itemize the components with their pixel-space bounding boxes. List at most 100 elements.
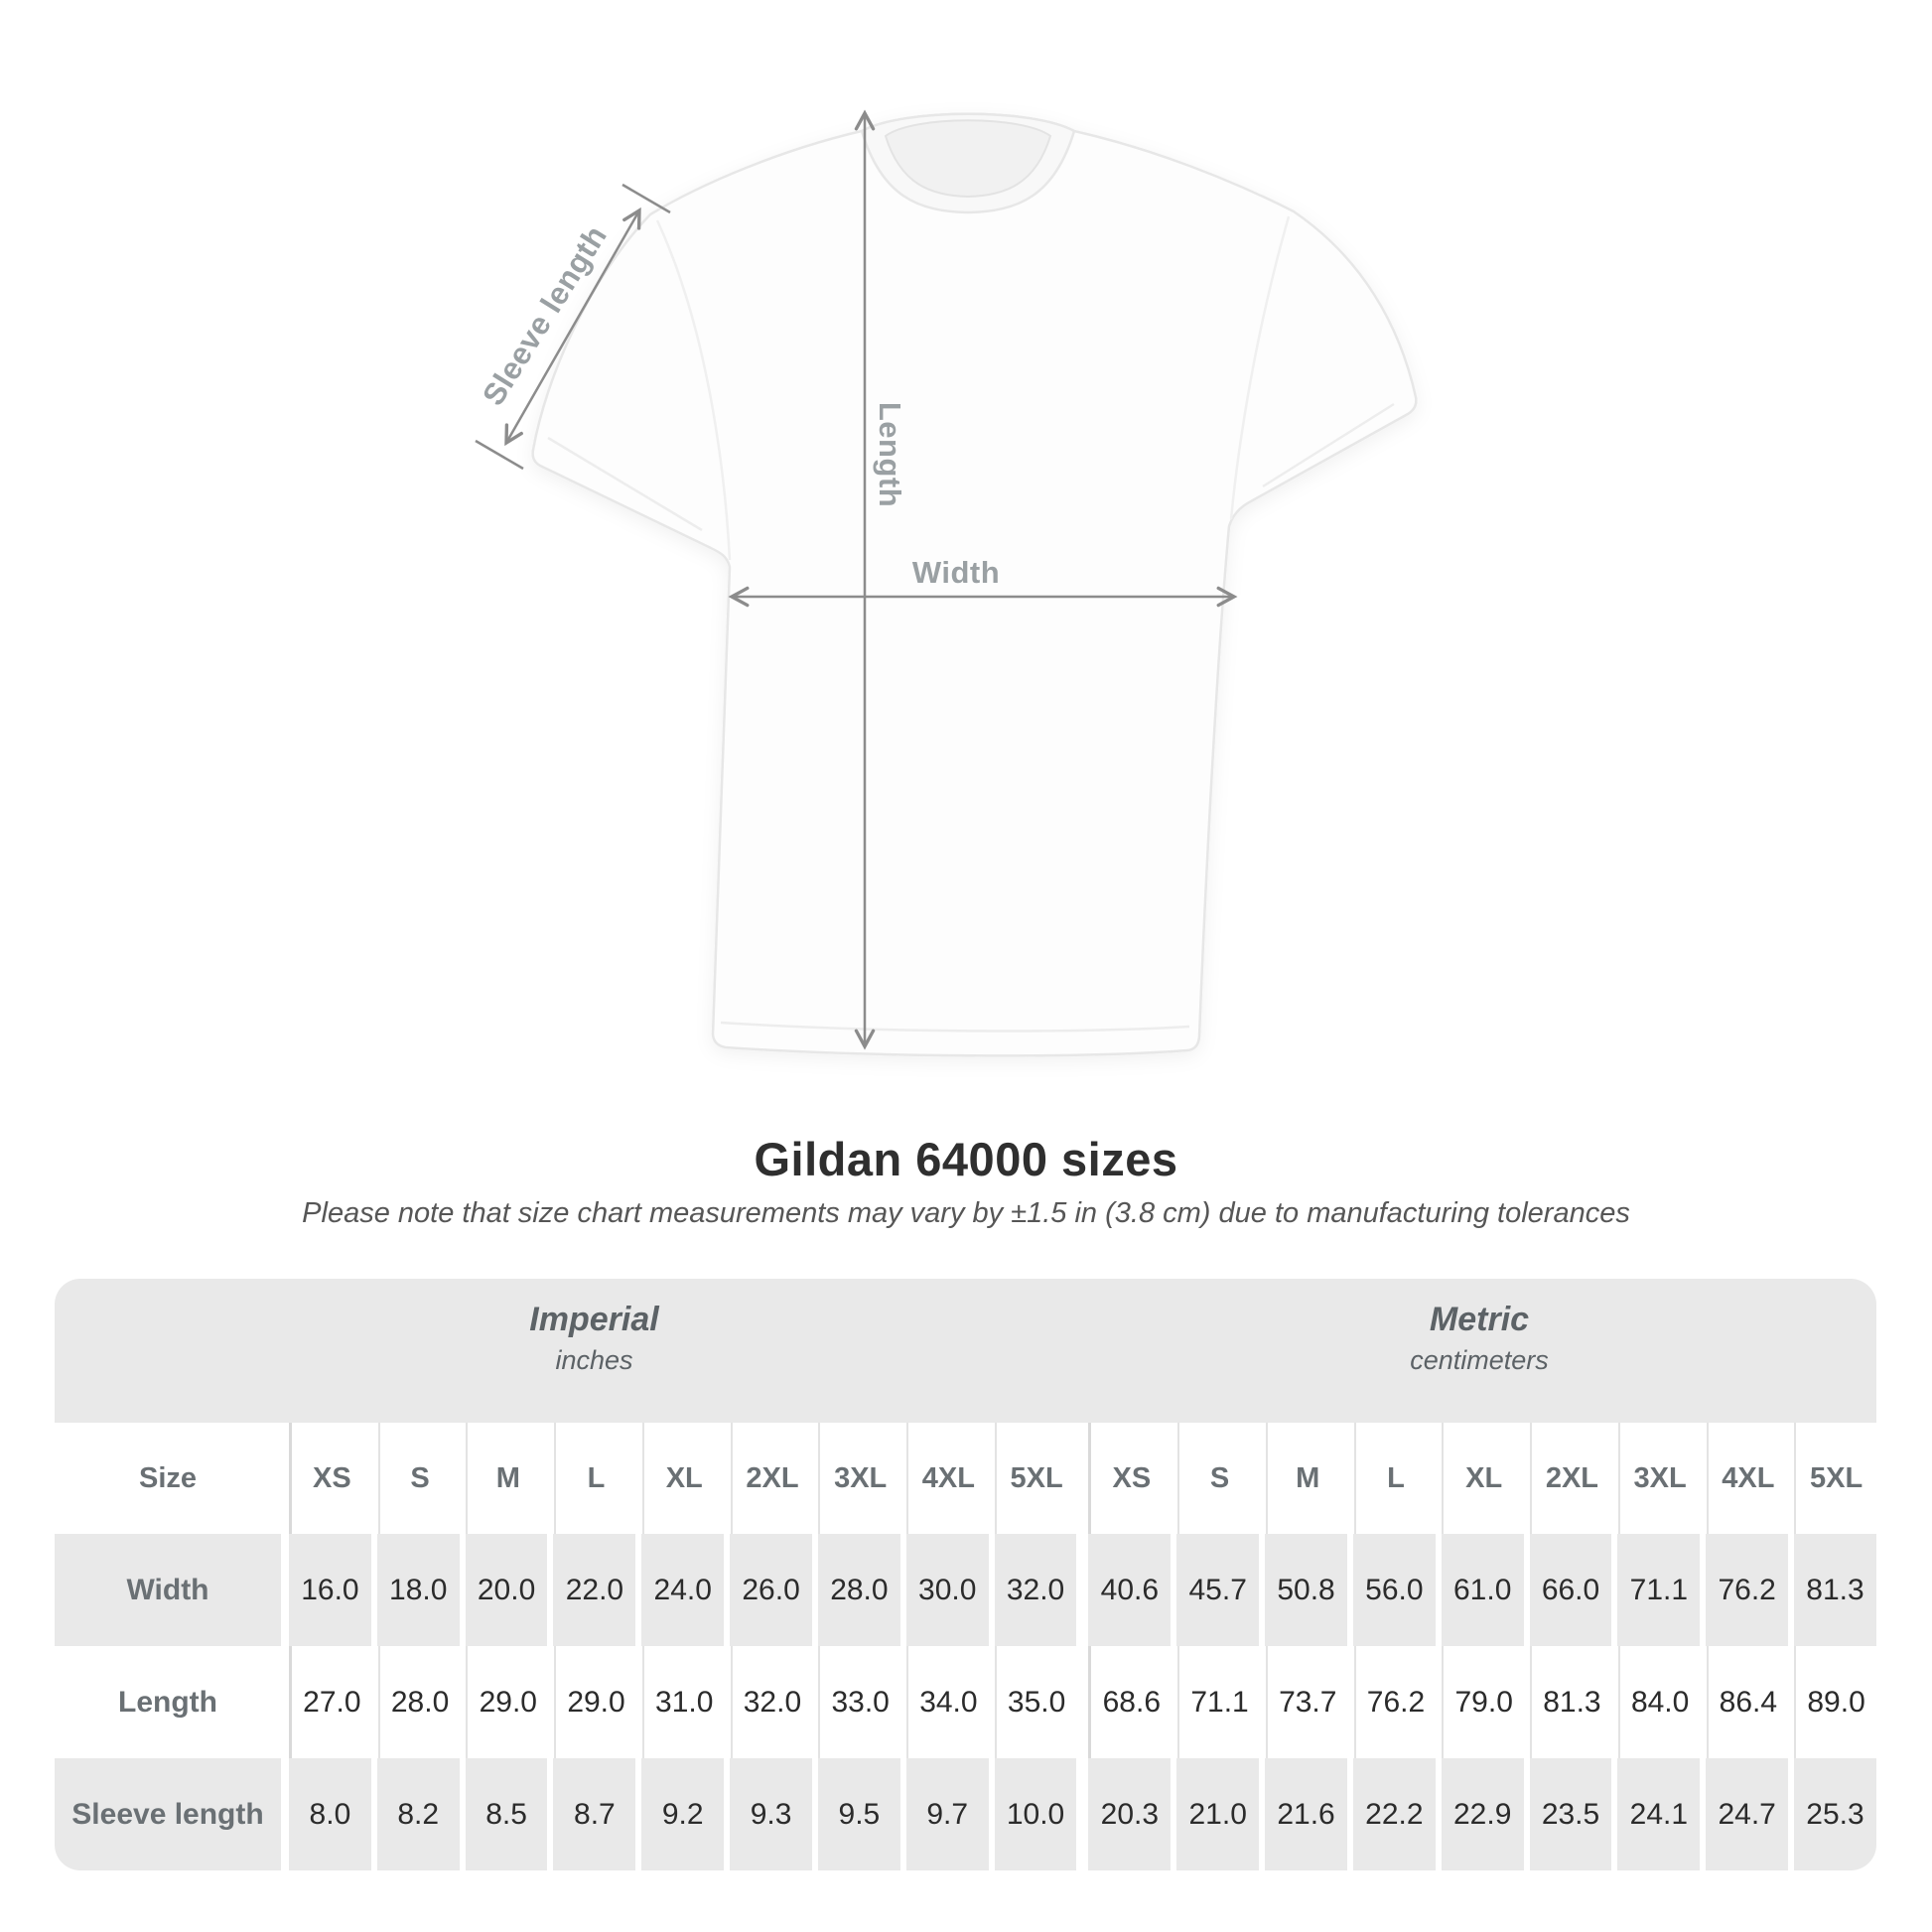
sleeve-length-row: Sleeve length 8.0 8.2 8.5 8.7 9.2 9.3 9.… [55, 1758, 1876, 1870]
size-col-header: 3XL [818, 1423, 900, 1534]
width-metric-value: 81.3 [1794, 1534, 1876, 1646]
size-col-header: L [554, 1423, 636, 1534]
size-col-header: M [466, 1423, 548, 1534]
sleeve-imperial-value: 8.0 [289, 1758, 371, 1870]
length-imperial-value: 28.0 [377, 1646, 461, 1758]
size-col-header: 4XL [1706, 1423, 1789, 1534]
sleeve-imperial-value: 8.5 [465, 1758, 548, 1870]
length-metric-value: 86.4 [1706, 1646, 1789, 1758]
length-imperial-value: 32.0 [730, 1646, 813, 1758]
sleeve-hem-stitch-left [547, 436, 703, 532]
size-header-row: Size XS S M L XL 2XL 3XL 4XL 5XL XS S M … [55, 1423, 1876, 1534]
collar-opening [884, 119, 1052, 199]
sleeve-imperial-value: 9.2 [641, 1758, 725, 1870]
tshirt-graphic [475, 0, 1418, 1057]
sleeve-imperial-value: 9.5 [817, 1758, 900, 1870]
width-metric-value: 66.0 [1529, 1534, 1612, 1646]
size-col-header: XS [289, 1423, 372, 1534]
length-imperial-value: 35.0 [994, 1646, 1077, 1758]
size-corner-label: Size [138, 1461, 198, 1494]
tshirt-body-outline [531, 112, 1418, 1057]
width-imperial-value: 32.0 [994, 1534, 1077, 1646]
length-imperial-value: 31.0 [641, 1646, 725, 1758]
size-col-header: M [1265, 1423, 1348, 1534]
sleeve-metric-value: 24.7 [1706, 1758, 1789, 1870]
width-imperial-value: 28.0 [817, 1534, 900, 1646]
sleeve-metric-value: 21.0 [1176, 1758, 1260, 1870]
sleeve-imperial-value: 8.7 [553, 1758, 636, 1870]
row-label-length: Length [118, 1685, 217, 1719]
length-metric-value: 84.0 [1617, 1646, 1701, 1758]
length-row: Length 27.0 28.0 29.0 29.0 31.0 32.0 33.… [55, 1646, 1876, 1758]
sleeve-dimension-arrow [506, 210, 639, 443]
sleeve-imperial-value: 9.3 [730, 1758, 812, 1870]
width-metric-value: 40.6 [1088, 1534, 1172, 1646]
sleeve-hem-stitch-right [1262, 402, 1395, 488]
length-metric-value: 79.0 [1442, 1646, 1524, 1758]
tolerance-note: Please note that size chart measurements… [302, 1197, 1630, 1229]
size-col-header: 4XL [906, 1423, 989, 1534]
width-label: Width [911, 555, 1001, 590]
width-row: Width 16.0 18.0 20.0 22.0 24.0 26.0 28.0… [55, 1534, 1876, 1646]
length-metric-value: 76.2 [1353, 1646, 1437, 1758]
sleeve-dimension-tick-bottom [475, 439, 524, 471]
metric-title: Metric [1429, 1301, 1530, 1338]
sleeve-metric-value: 22.9 [1441, 1758, 1524, 1870]
sleeve-metric-value: 20.3 [1088, 1758, 1172, 1870]
sleeve-metric-value: 23.5 [1529, 1758, 1612, 1870]
size-col-header: S [1177, 1423, 1260, 1534]
width-imperial-value: 16.0 [289, 1534, 371, 1646]
width-imperial-value: 24.0 [641, 1534, 725, 1646]
length-metric-value: 81.3 [1530, 1646, 1612, 1758]
armhole-crease-right [1229, 215, 1291, 520]
sleeve-metric-value: 22.2 [1352, 1758, 1436, 1870]
size-col-header: XL [1442, 1423, 1524, 1534]
width-metric-value: 76.2 [1706, 1534, 1789, 1646]
page-title: Gildan 64000 sizes [754, 1133, 1178, 1185]
length-metric-value: 71.1 [1177, 1646, 1260, 1758]
size-col-header: XS [1088, 1423, 1172, 1534]
unit-group-header-band: Imperial inches Metric centimeters [55, 1279, 1876, 1423]
sleeve-imperial-value: 10.0 [994, 1758, 1077, 1870]
sleeve-imperial-value: 9.7 [905, 1758, 989, 1870]
imperial-group-header: Imperial inches [55, 1279, 1082, 1423]
size-col-header: 2XL [730, 1423, 813, 1534]
width-metric-value: 50.8 [1265, 1534, 1347, 1646]
size-col-header: 2XL [1530, 1423, 1612, 1534]
length-imperial-value: 29.0 [466, 1646, 548, 1758]
width-metric-value: 61.0 [1441, 1534, 1524, 1646]
sleeve-imperial-value: 8.2 [376, 1758, 460, 1870]
width-imperial-value: 18.0 [376, 1534, 460, 1646]
size-col-header: 5XL [1794, 1423, 1876, 1534]
width-metric-value: 56.0 [1352, 1534, 1436, 1646]
width-metric-value: 71.1 [1617, 1534, 1701, 1646]
length-imperial-value: 34.0 [906, 1646, 989, 1758]
sleeve-dimension-tick-top [621, 183, 671, 214]
size-col-header: 5XL [994, 1423, 1077, 1534]
size-chart-table: Imperial inches Metric centimeters Size … [55, 1279, 1876, 1870]
imperial-unit: inches [555, 1345, 633, 1375]
width-imperial-value: 22.0 [553, 1534, 636, 1646]
armhole-crease-left [655, 219, 732, 561]
length-imperial-value: 33.0 [818, 1646, 900, 1758]
sleeve-metric-value: 24.1 [1617, 1758, 1701, 1870]
size-col-header: 3XL [1617, 1423, 1701, 1534]
size-col-header: XL [641, 1423, 725, 1534]
length-imperial-value: 27.0 [289, 1646, 372, 1758]
sleeve-metric-value: 25.3 [1794, 1758, 1876, 1870]
metric-unit: centimeters [1410, 1345, 1549, 1375]
bottom-hem-stitch [720, 1021, 1190, 1033]
length-label: Length [873, 401, 907, 508]
size-col-header: L [1353, 1423, 1437, 1534]
length-metric-value: 73.7 [1265, 1646, 1348, 1758]
width-imperial-value: 26.0 [730, 1534, 812, 1646]
imperial-title: Imperial [529, 1301, 659, 1338]
metric-group-header: Metric centimeters [1082, 1279, 1876, 1423]
sleeve-metric-value: 21.6 [1265, 1758, 1347, 1870]
length-metric-value: 68.6 [1088, 1646, 1172, 1758]
width-metric-value: 45.7 [1176, 1534, 1260, 1646]
length-metric-value: 89.0 [1794, 1646, 1876, 1758]
width-imperial-value: 30.0 [905, 1534, 989, 1646]
width-imperial-value: 20.0 [465, 1534, 548, 1646]
row-label-sleeve-length: Sleeve length [55, 1758, 281, 1870]
